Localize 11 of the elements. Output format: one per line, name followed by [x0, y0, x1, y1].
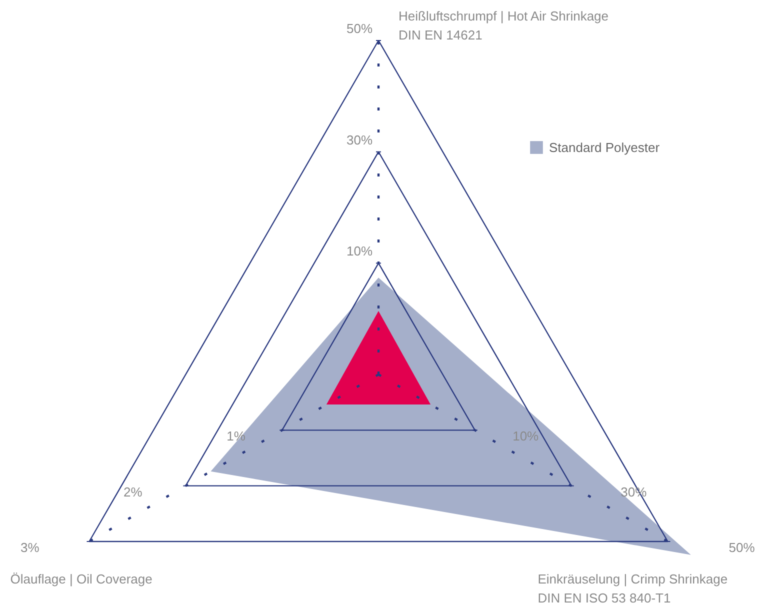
- text: 10%: [346, 244, 373, 259]
- legend-label: Standard Polyester: [549, 140, 660, 154]
- text: 10%: [512, 428, 539, 444]
- spoke-label: Einkräuselung | Crimp Shrinkage DIN EN ISO 53 840-T1: [538, 572, 728, 606]
- text: 50%: [728, 540, 755, 555]
- text: 50%: [346, 21, 373, 36]
- spoke-label: Heißluftschrumpf | Hot Air Shrinkage DIN EN 14621: [398, 8, 609, 42]
- text: 30%: [346, 132, 373, 148]
- spoke-label: Ölauflage | Oil Coverage: [10, 572, 152, 586]
- text: 2%: [124, 484, 142, 500]
- text: 3%: [20, 540, 40, 555]
